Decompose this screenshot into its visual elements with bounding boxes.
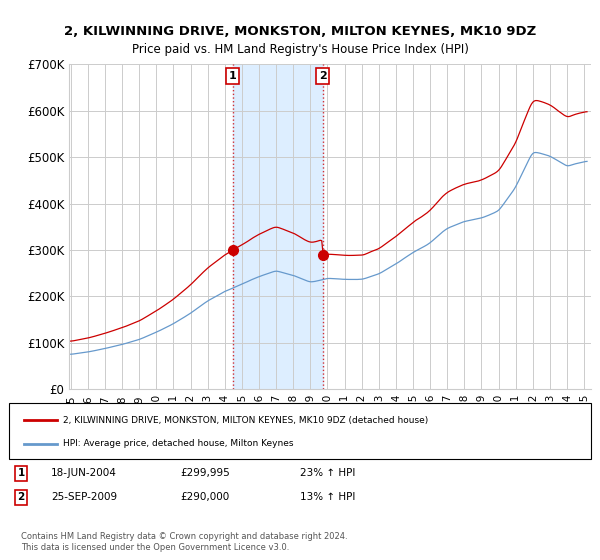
Bar [233,64,323,389]
Text: Contains HM Land Registry data © Crown copyright and database right 2024.: Contains HM Land Registry data © Crown c… [21,532,347,541]
Text: HPI: Average price, detached house, Milton Keynes: HPI: Average price, detached house, Milt… [63,439,293,449]
Text: 1: 1 [17,468,25,478]
Text: Price paid vs. HM Land Registry's House Price Index (HPI): Price paid vs. HM Land Registry's House … [131,43,469,55]
Text: 25-SEP-2009: 25-SEP-2009 [51,492,117,502]
Text: 2: 2 [17,492,25,502]
Text: 1: 1 [229,71,236,81]
Text: 2, KILWINNING DRIVE, MONKSTON, MILTON KEYNES, MK10 9DZ: 2, KILWINNING DRIVE, MONKSTON, MILTON KE… [64,25,536,38]
Text: 2: 2 [319,71,326,81]
Text: £290,000: £290,000 [180,492,229,502]
Text: This data is licensed under the Open Government Licence v3.0.: This data is licensed under the Open Gov… [21,543,289,552]
Text: 2, KILWINNING DRIVE, MONKSTON, MILTON KEYNES, MK10 9DZ (detached house): 2, KILWINNING DRIVE, MONKSTON, MILTON KE… [63,416,428,424]
Text: 13% ↑ HPI: 13% ↑ HPI [300,492,355,502]
Text: 18-JUN-2004: 18-JUN-2004 [51,468,117,478]
Text: £299,995: £299,995 [180,468,230,478]
Text: 23% ↑ HPI: 23% ↑ HPI [300,468,355,478]
